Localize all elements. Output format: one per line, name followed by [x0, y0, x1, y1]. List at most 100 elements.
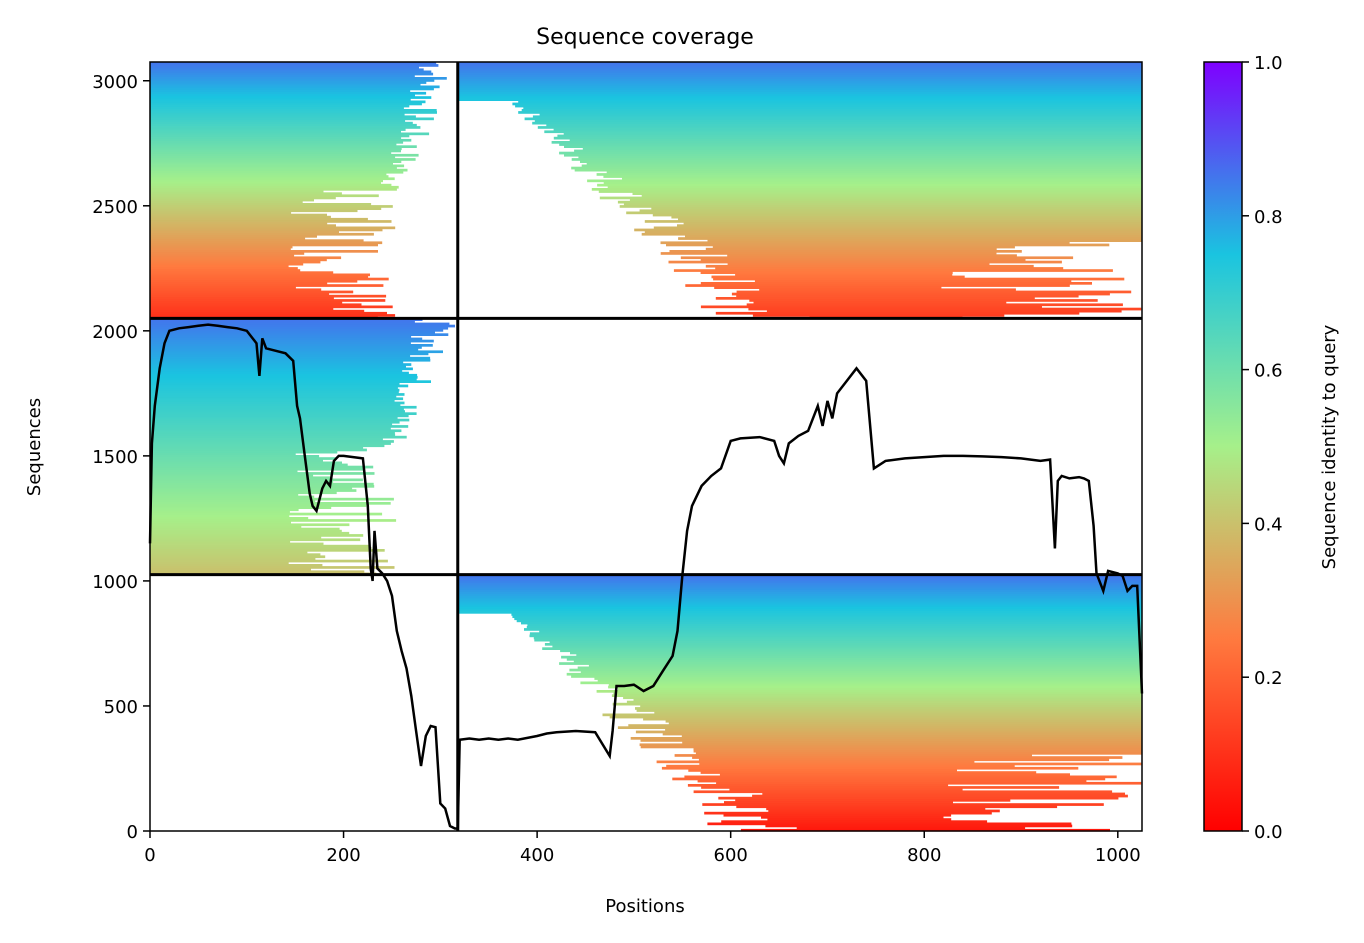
coverage-row: [150, 241, 383, 245]
coverage-row: [150, 185, 399, 189]
coverage-row: [150, 335, 412, 339]
coverage-row: [150, 438, 383, 441]
coverage-row: [457, 83, 1142, 87]
x-tick-label: 400: [520, 845, 554, 866]
colorbar-label: Sequence identity to query: [1319, 324, 1340, 569]
coverage-row: [564, 145, 1142, 148]
coverage-row: [150, 143, 397, 146]
coverage-row: [576, 653, 1142, 657]
coverage-row: [150, 514, 290, 518]
coverage-row: [150, 487, 353, 490]
coverage-row: [150, 203, 372, 206]
coverage-row: [150, 418, 410, 422]
coverage-row: [603, 181, 1142, 185]
coverage-row: [150, 485, 375, 488]
coverage-row: [150, 502, 391, 505]
coverage-row: [150, 149, 401, 153]
coverage-row: [611, 694, 1142, 697]
coverage-row: [678, 237, 1142, 240]
coverage-row: [594, 677, 1142, 680]
coverage-row: [457, 87, 1142, 91]
coverage-row: [150, 138, 412, 142]
coverage-row: [623, 696, 1142, 700]
coverage-row: [529, 632, 1142, 635]
coverage-row: [715, 297, 1035, 300]
coverage-row: [150, 339, 434, 343]
coverage-row: [553, 128, 1142, 131]
coverage-row: [150, 561, 289, 565]
coverage-row: [150, 220, 392, 223]
coverage-row: [644, 220, 1142, 223]
coverage-row: [524, 117, 1142, 121]
coverage-row: [150, 570, 365, 574]
coverage-row: [150, 463, 348, 467]
coverage-row: [150, 386, 398, 390]
coverage-row: [607, 185, 1142, 189]
coverage-row: [701, 786, 1060, 789]
chart-title: Sequence coverage: [536, 25, 754, 50]
coverage-row: [711, 275, 965, 279]
coverage-row: [685, 235, 1142, 238]
coverage-row: [150, 420, 400, 424]
y-tick-label: 3000: [92, 72, 138, 93]
coverage-row: [457, 74, 1142, 78]
coverage-row: [581, 164, 1142, 168]
coverage-row: [150, 388, 400, 392]
coverage-row: [150, 341, 411, 345]
coverage-row: [150, 382, 400, 386]
coverage-row: [559, 662, 1142, 665]
coverage-row: [736, 290, 1132, 294]
coverage-row: [527, 623, 1142, 627]
coverage-row: [546, 123, 1142, 127]
coverage-row: [566, 672, 1142, 676]
coverage-row: [150, 499, 316, 503]
coverage-row: [752, 314, 1005, 317]
coverage-row: [150, 85, 440, 89]
coverage-row: [674, 754, 1032, 757]
coverage-row: [571, 675, 1142, 678]
coverage-row: [639, 743, 1142, 747]
coverage-row: [150, 290, 354, 294]
coverage-row: [150, 166, 397, 170]
coverage-row: [150, 237, 306, 240]
colorbar-gradient: [1203, 61, 1243, 832]
coverage-row: [651, 207, 1142, 210]
coverage-row: [687, 784, 949, 787]
coverage-row: [587, 179, 1142, 183]
coverage-row: [766, 309, 1122, 313]
coverage-row: [457, 596, 1142, 599]
coverage-row: [532, 121, 1142, 125]
coverage-row: [561, 655, 1142, 659]
coverage-row: [150, 391, 399, 394]
coverage-row: [150, 211, 292, 215]
coverage-row: [150, 173, 387, 176]
colorbar-tick-label: 0.6: [1254, 361, 1283, 382]
coverage-row: [150, 450, 338, 454]
coverage-row: [684, 775, 1117, 779]
coverage-row: [762, 792, 1125, 796]
coverage-row: [518, 111, 1142, 114]
coverage-row: [677, 224, 1142, 227]
coverage-row: [150, 517, 309, 520]
coverage-block: [150, 62, 447, 319]
coverage-row: [457, 591, 1142, 595]
coverage-row: [612, 702, 1142, 706]
coverage-row: [150, 275, 369, 279]
coverage-row: [563, 132, 1142, 136]
coverage-row: [150, 130, 401, 134]
coverage-row: [598, 190, 1142, 193]
coverage-row: [622, 177, 1142, 181]
coverage-row: [608, 683, 1142, 687]
coverage-row: [765, 824, 1073, 828]
coverage-row: [150, 566, 395, 569]
coverage-row: [736, 805, 1058, 809]
coverage-row: [150, 168, 408, 172]
coverage-row: [150, 529, 342, 533]
coverage-row: [150, 470, 298, 473]
coverage-row: [150, 508, 299, 512]
coverage-row: [150, 478, 363, 482]
coverage-row: [150, 324, 455, 328]
coverage-row: [150, 151, 392, 155]
coverage-row: [673, 269, 1113, 272]
coverage-row: [150, 102, 422, 106]
